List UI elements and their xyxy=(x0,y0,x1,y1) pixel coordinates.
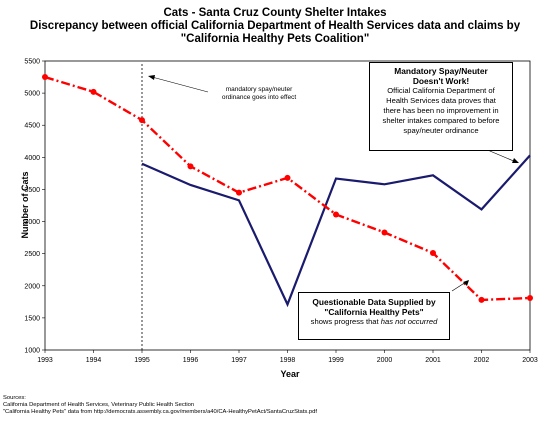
series-point-claimed xyxy=(527,294,533,301)
arrowhead-box1 xyxy=(512,158,519,163)
box2-line-1b: has not occurred xyxy=(380,317,438,326)
arrow-mandatory-note xyxy=(151,76,209,93)
x-tick-label: 1997 xyxy=(231,357,247,364)
box2-heading-2: "California Healthy Pets" xyxy=(324,307,424,317)
series-point-claimed xyxy=(187,163,194,170)
sources-line-2: "California Healthy Pets" data from http… xyxy=(3,409,317,415)
series-point-claimed xyxy=(42,74,48,81)
series-point-claimed xyxy=(284,174,291,181)
series-point-claimed xyxy=(430,250,436,257)
chart-subtitle-2: "California Healthy Pets Coalition" xyxy=(180,33,370,45)
arrowhead-box2 xyxy=(463,280,469,286)
series-point-claimed xyxy=(333,211,339,218)
y-tick-label: 2500 xyxy=(24,251,40,258)
box1-line-3: there has been no improvement in xyxy=(383,106,499,115)
y-tick-label: 4000 xyxy=(24,155,40,162)
y-tick-label: 5000 xyxy=(24,91,40,98)
x-tick-label: 1999 xyxy=(328,357,344,364)
mandatory-note-line2: ordinance goes into effect xyxy=(221,94,297,101)
x-tick-label: 1995 xyxy=(134,357,150,364)
box2-line-1: shows progress that has not occurred xyxy=(299,317,449,327)
x-tick-label: 1998 xyxy=(280,357,296,364)
box2-heading-1: Questionable Data Supplied by xyxy=(312,297,436,307)
y-tick-label: 2000 xyxy=(24,283,40,290)
series-point-claimed xyxy=(236,189,242,196)
box1-line-1: Official California Department of xyxy=(387,86,495,95)
sources: Sources: California Department of Health… xyxy=(3,395,317,416)
arrowhead-mandatory-note xyxy=(148,75,155,80)
annotation-box-no-work: Mandatory Spay/Neuter Doesn't Work! Offi… xyxy=(369,62,513,151)
y-tick-label: 5500 xyxy=(24,59,40,66)
chart-subtitle: Discrepancy between official California … xyxy=(29,20,521,32)
x-tick-label: 1993 xyxy=(37,357,53,364)
mandatory-note: mandatory spay/neuter ordinance goes int… xyxy=(204,86,314,102)
y-axis-label: Number of Cats xyxy=(20,171,30,239)
series-point-claimed xyxy=(478,296,485,303)
y-tick-label: 4500 xyxy=(24,123,40,130)
x-tick-label: 2000 xyxy=(377,357,393,364)
series-point-claimed xyxy=(139,117,145,124)
series-line-official xyxy=(141,154,531,308)
box1-line-5: spay/neuter ordinance xyxy=(403,126,479,135)
box2-line-1a: shows progress that xyxy=(310,317,381,326)
x-tick-label: 1996 xyxy=(183,357,199,364)
y-tick-label: 1500 xyxy=(24,315,40,322)
series-point-claimed xyxy=(381,229,388,236)
sources-line-1: California Department of Health Services… xyxy=(3,402,195,408)
chart-title: Cats - Santa Cruz County Shelter Intakes xyxy=(163,7,387,19)
x-tick-label: 2003 xyxy=(522,357,538,364)
series-point-claimed xyxy=(90,88,97,95)
x-tick-label: 1994 xyxy=(86,357,102,364)
mandatory-note-line1: mandatory spay/neuter xyxy=(225,86,293,93)
box1-heading-1: Mandatory Spay/Neuter xyxy=(394,66,488,76)
arrow-box2 xyxy=(451,281,467,292)
y-tick-label: 3000 xyxy=(24,219,40,226)
x-axis-label: Year xyxy=(280,369,300,379)
box1-line-4: shelter intakes compared to before xyxy=(382,116,500,125)
x-tick-label: 2002 xyxy=(474,357,490,364)
y-tick-label: 3500 xyxy=(24,187,40,194)
box1-line-2: Health Services data proves that xyxy=(386,96,496,105)
box1-heading-2: Doesn't Work! xyxy=(412,76,470,86)
x-tick-label: 2001 xyxy=(425,357,441,364)
sources-label: Sources: xyxy=(3,395,26,401)
y-tick-label: 1000 xyxy=(24,348,40,355)
annotation-box-questionable: Questionable Data Supplied by "Californi… xyxy=(298,292,450,340)
